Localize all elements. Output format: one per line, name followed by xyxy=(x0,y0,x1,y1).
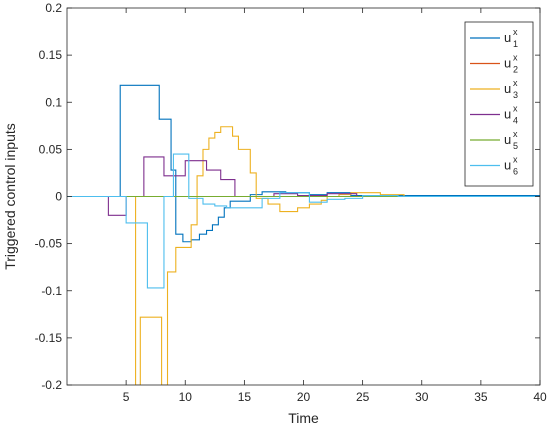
x-tick-label: 35 xyxy=(474,390,488,404)
tick-layer: 5 10 15 20 25 30 35 40-0.2-0.15-0.1-0.0500.050.… xyxy=(35,1,547,404)
series-line-u6 xyxy=(67,153,540,289)
legend-item: u x 3 xyxy=(470,78,518,100)
x-tick-label: 40 xyxy=(533,390,547,404)
y-tick-label: -0.2 xyxy=(41,378,62,392)
y-tick-label: -0.05 xyxy=(35,237,63,251)
x-tick-label: 25 xyxy=(356,390,370,404)
y-tick-label: 0.1 xyxy=(45,95,62,109)
legend-item: u x 4 xyxy=(470,104,518,126)
legend-label-sup: x xyxy=(513,53,518,63)
legend-label-sub: 4 xyxy=(513,116,518,126)
y-tick-label: 0.05 xyxy=(39,142,63,156)
y-tick-label: 0 xyxy=(55,190,62,204)
series-layer xyxy=(67,84,540,385)
legend-label-sup: x xyxy=(513,27,518,37)
legend-box xyxy=(464,21,534,187)
y-axis-title: Triggered control inputs xyxy=(2,123,18,270)
legend-label-sub: 1 xyxy=(513,39,518,49)
legend-label-sub: 6 xyxy=(513,167,518,177)
legend-label-sub: 3 xyxy=(513,90,518,100)
x-tick-label: 10 xyxy=(179,390,193,404)
legend-item: u x 2 xyxy=(470,53,518,75)
y-tick-label: 0.2 xyxy=(45,1,62,15)
y-tick-label: 0.15 xyxy=(39,48,63,62)
legend-label-sup: x xyxy=(513,155,518,165)
x-tick-label: 20 xyxy=(297,390,311,404)
x-tick-label: 15 xyxy=(238,390,252,404)
legend-label: u xyxy=(504,132,511,147)
x-tick-label: 30 xyxy=(415,390,429,404)
x-tick-label: 5 xyxy=(123,390,130,404)
legend-label-sup: x xyxy=(513,129,518,139)
legend-label: u xyxy=(504,56,511,71)
legend: u x1u x2u x3u x4u x5u x6 xyxy=(464,21,534,187)
y-tick-label: -0.1 xyxy=(41,284,62,298)
legend-label: u xyxy=(504,81,511,96)
y-tick-label: -0.15 xyxy=(35,331,63,345)
x-axis-title: Time xyxy=(288,410,319,426)
legend-item: u x 6 xyxy=(470,155,518,177)
legend-label: u xyxy=(504,30,511,45)
legend-item: u x 1 xyxy=(470,27,518,49)
legend-label-sub: 2 xyxy=(513,65,518,75)
legend-label-sup: x xyxy=(513,104,518,114)
legend-label: u xyxy=(504,107,511,122)
legend-label: u xyxy=(504,158,511,173)
legend-item: u x 5 xyxy=(470,129,518,151)
legend-label-sup: x xyxy=(513,78,518,88)
legend-label-sub: 5 xyxy=(513,141,518,151)
